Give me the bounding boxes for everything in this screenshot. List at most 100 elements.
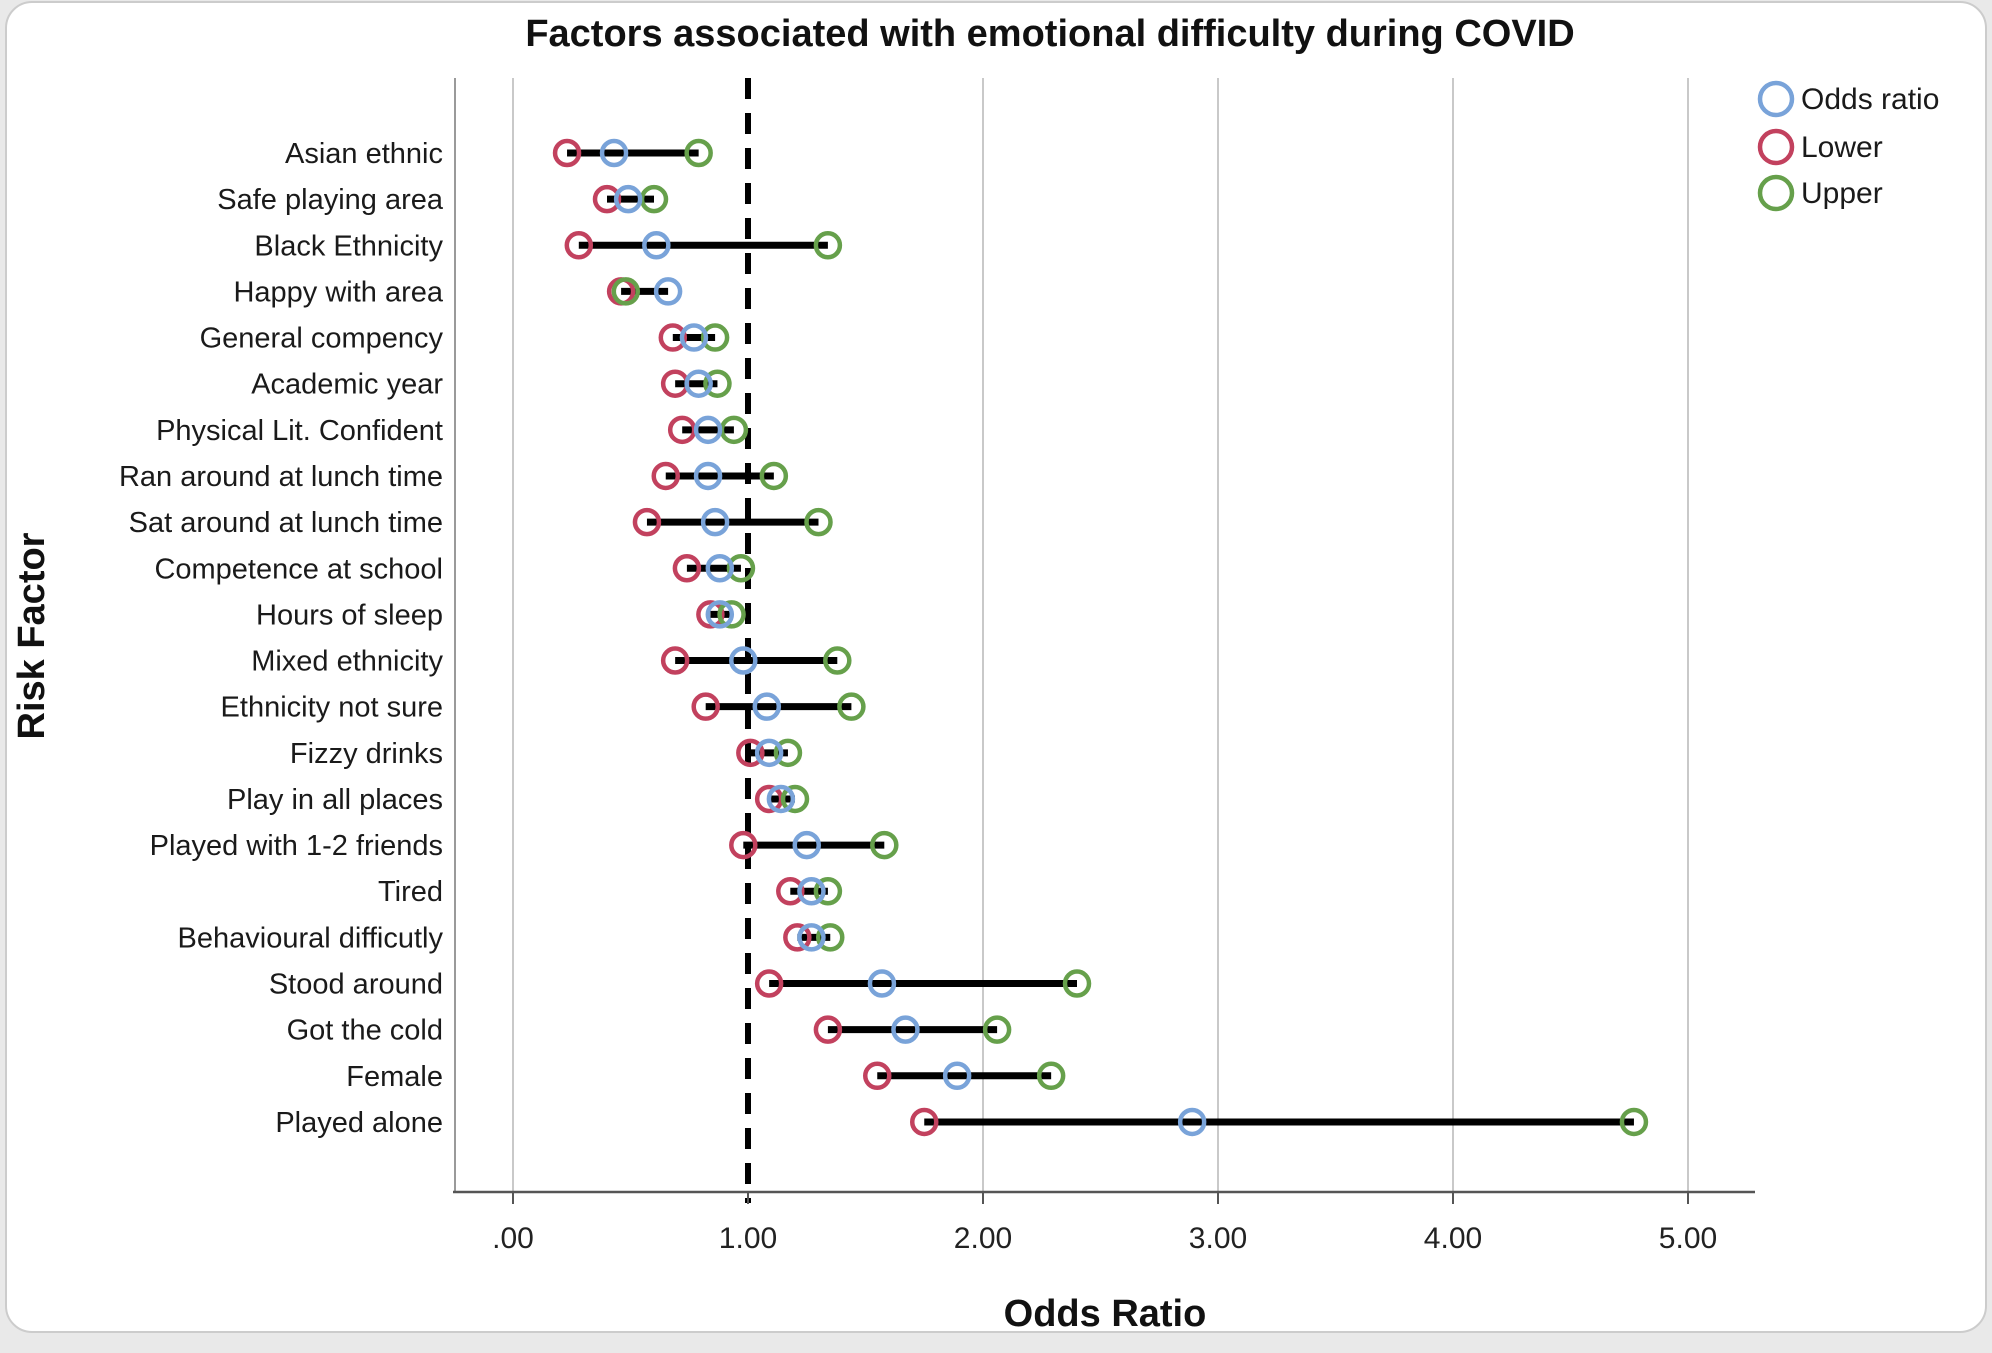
x-tick-label: .00 [492,1222,534,1255]
category-label: Tired [378,876,443,908]
lower-bound-marker [660,646,690,675]
category-label: Happy with area [233,276,443,308]
lower-bound-marker [691,692,720,721]
lower-bound-marker [564,231,594,260]
forest-row [783,923,845,952]
odds-ratio-marker [684,369,713,398]
upper-bound-marker [823,646,852,675]
category-label: Behavioural difficutly [178,922,444,954]
x-tick-label: 2.00 [954,1222,1012,1255]
forest-row [672,554,756,583]
lower-bound-marker [592,184,622,214]
upper-bound-marker [703,369,732,398]
lower-bound-marker [776,876,805,906]
upper-bound-marker [717,600,746,629]
upper-bound-marker [780,784,810,814]
category-label: Competence at school [154,553,443,585]
category-label: Asian ethnic [285,138,443,170]
category-label: Sat around at lunch time [129,507,443,539]
category-label: Mixed ethnicity [251,646,443,678]
odds-ratio-marker [700,507,730,537]
category-label: Academic year [251,369,443,401]
odds-ratio-marker [705,554,735,583]
category-label-layer: Asian ethnic Safe playing area Black Ethni… [119,138,444,1139]
legend-upper-icon [1757,174,1795,212]
category-label: Got the cold [287,1015,443,1047]
lower-bound-marker [632,507,662,537]
forest-row [691,692,866,721]
odds-ratio-marker [642,231,671,260]
category-label: Fizzy drinks [290,738,443,770]
upper-bound-marker [813,876,843,906]
lower-bound-marker [729,830,758,860]
category-label: Played alone [275,1107,443,1139]
forest-row [729,830,899,860]
category-label: Female [346,1061,443,1093]
upper-bound-marker [726,554,756,583]
category-label: Play in all places [227,784,443,816]
odds-ratio-marker [693,415,723,445]
lower-bound-marker [863,1061,892,1091]
forest-row [754,969,1092,998]
upper-bound-marker [759,461,789,491]
odds-ratio-marker [653,277,683,306]
forest-row [667,415,749,445]
upper-bound-marker [837,692,866,721]
odds-ratio-marker [752,692,782,721]
upper-bound-marker [1062,969,1092,998]
upper-bound-marker [813,231,843,260]
category-label: Physical Lit. Confident [156,415,443,447]
odds-ratio-marker [754,738,784,768]
odds-ratio-marker [1177,1107,1207,1137]
lower-bound-marker [754,969,784,998]
forest-row [910,1107,1649,1137]
odds-ratio-marker [797,876,826,906]
odds-ratio-marker [797,923,826,952]
forest-row [632,507,833,537]
legend: Odds ratio Lower Upper [1757,80,1939,212]
category-label: Stood around [269,969,443,1001]
lower-bound-marker [910,1107,939,1137]
forest-row [564,231,843,260]
odds-ratio-marker [891,1015,920,1044]
lower-bound-marker [651,461,680,491]
category-label: Ethnicity not sure [221,692,443,724]
odds-ratio-marker [679,323,709,352]
chart-title: Factors associated with emotional diffic… [525,13,1574,55]
forest-row [651,461,789,491]
category-label: Hours of sleep [256,599,443,631]
odds-ratio-marker [599,138,629,168]
upper-bound-marker [804,507,833,537]
upper-bound-marker [982,1015,1012,1044]
lower-bound-marker [736,738,765,768]
gridline-layer [512,78,1689,1203]
forest-row [552,138,713,168]
lower-bound-marker [696,600,725,629]
odds-ratio-marker [705,600,735,629]
card-background [5,1,1987,1333]
forest-row [863,1061,1066,1091]
forest-row [776,876,843,906]
upper-bound-marker [684,138,713,168]
upper-bound-marker [611,277,641,306]
upper-bound-marker [870,830,899,860]
upper-bound-marker [773,738,803,768]
x-tick-label: 3.00 [1189,1222,1247,1255]
x-tick-label: 4.00 [1424,1222,1482,1255]
lower-bound-marker [552,138,582,168]
forest-row [736,738,803,768]
legend-odds-ratio-label: Odds ratio [1801,83,1939,116]
lower-bound-marker [658,323,688,352]
legend-lower-icon [1757,128,1795,166]
plot-frame-layer [453,78,1755,1204]
category-label: General compency [200,323,444,355]
odds-ratio-marker [613,184,643,214]
forest-row [606,277,683,306]
forest-row [754,784,810,814]
odds-ratio-marker [867,969,897,998]
category-label: Black Ethnicity [254,230,443,262]
odds-ratio-marker [729,646,758,675]
upper-bound-marker [1619,1107,1649,1137]
y-axis-title: Risk Factor [11,532,53,739]
